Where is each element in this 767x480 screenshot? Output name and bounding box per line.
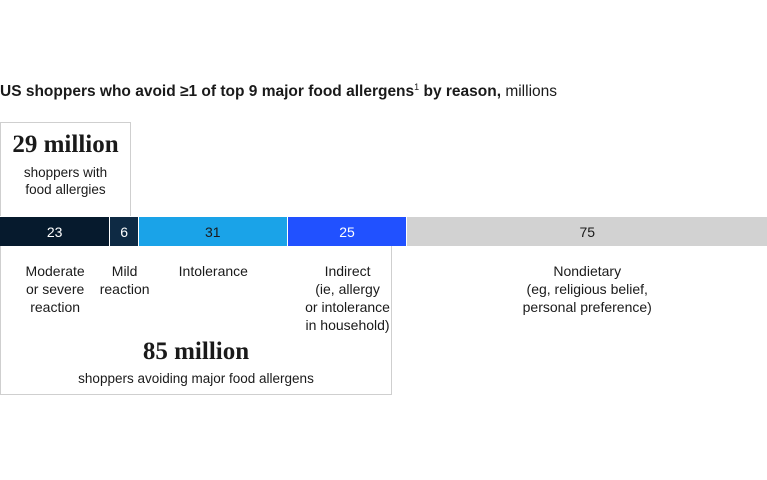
category-label-line: or severe: [25, 281, 85, 297]
category-label-line: Mild: [111, 263, 138, 279]
title-suffix: by reason,: [419, 83, 502, 100]
bar-segment-indirect: 25: [287, 217, 407, 246]
callout-29-million: 29 million shoppers with food allergies: [0, 122, 131, 216]
title-main: US shoppers who avoid ≥1 of top 9 major …: [0, 83, 415, 100]
bar-value-label: 25: [339, 224, 355, 240]
title-unit: millions: [501, 83, 557, 100]
callout-29-label-line1: shoppers with: [23, 165, 108, 180]
title-footnote: 1: [414, 82, 420, 92]
callout-29-value: 29 million: [12, 131, 119, 158]
category-label-line: reaction: [30, 299, 81, 315]
category-label-line: Intolerance: [178, 263, 248, 279]
callout-85-value: 85 million: [142, 338, 250, 365]
bar-value-label: 23: [46, 224, 63, 240]
category-label-moderate-severe: Moderate or severe reaction: [26, 262, 85, 316]
category-label-line: reaction: [99, 281, 150, 297]
category-label-line: Indirect: [324, 263, 371, 279]
category-label-intolerance: Intolerance: [179, 262, 248, 280]
category-label-line: (ie, allergy: [315, 281, 380, 297]
category-label-line: in household): [305, 317, 390, 333]
category-label-line: Nondietary: [553, 263, 622, 279]
stacked-bar: 23 6 31 25 75: [0, 217, 767, 246]
bar-segment-moderate-severe: 23: [0, 217, 110, 246]
bar-segment-intolerance: 31: [139, 217, 287, 246]
category-label-mild: Mild reaction: [100, 262, 150, 298]
callout-85-million: 85 million shoppers avoiding major food …: [0, 246, 392, 395]
bar-value-label: 6: [120, 224, 129, 240]
bar-value-label: 75: [579, 224, 596, 240]
bar-segment-mild: 6: [110, 217, 138, 246]
category-label-nondietary: Nondietary (eg, religious belief, personal…: [523, 262, 652, 316]
bar-value-label: 31: [205, 224, 221, 240]
bar-segment-nondietary: 75: [407, 217, 767, 246]
category-label-line: (eg, religious belief,: [526, 281, 648, 297]
callout-85-label: shoppers avoiding major food allergens: [78, 371, 314, 386]
category-label-line: or intolerance: [305, 299, 390, 315]
category-label-indirect: Indirect (ie, allergy or intolerance in hou…: [305, 262, 390, 334]
chart-title: US shoppers who avoid ≥1 of top 9 major …: [0, 82, 557, 102]
callout-29-label-line2: food allergies: [25, 182, 106, 197]
category-label-line: Moderate: [25, 263, 85, 279]
category-label-line: personal preference): [522, 299, 652, 315]
